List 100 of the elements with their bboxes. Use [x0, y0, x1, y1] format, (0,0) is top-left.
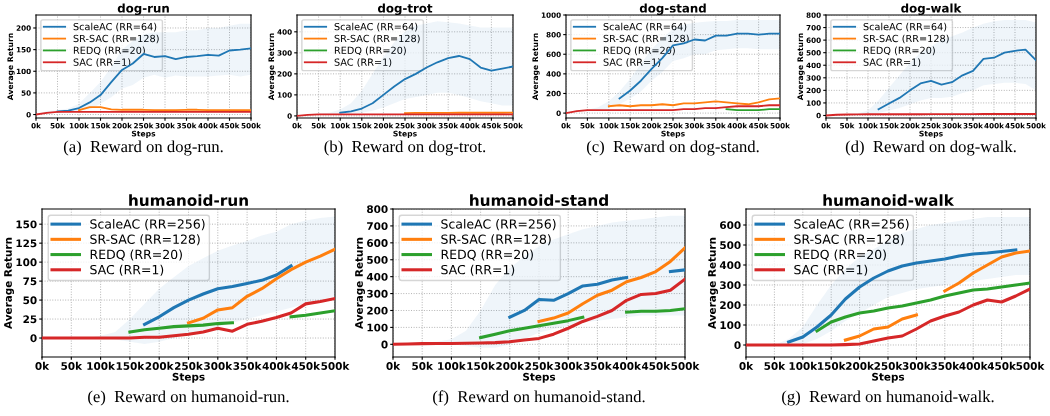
line-series — [56, 47, 251, 113]
legend-label: REDQ (RR=20) — [90, 249, 182, 261]
y-tick-label: 300 — [720, 281, 741, 290]
legend-label: ScaleAC (RR=256) — [90, 219, 205, 231]
x-tick-label: 400k — [612, 361, 642, 370]
chart-title: dog-stand — [639, 3, 706, 15]
text: (c) Reward on dog-stand. — [586, 140, 759, 156]
text: (g) Reward on humanoid-walk. — [782, 390, 994, 406]
y-tick-label: 125 — [16, 239, 37, 248]
x-tick-label: 150k — [116, 361, 145, 370]
legend-label: SR-SAC (RR=128) — [334, 34, 420, 44]
line-series — [787, 248, 1018, 344]
legend-label: SAC (RR=1) — [794, 264, 868, 276]
text: (a) Reward on dog-run. — [63, 140, 223, 156]
x-tick-label: 350k — [583, 361, 612, 370]
x-tick-label: 0k — [386, 361, 401, 370]
line-series — [42, 297, 335, 340]
line-series — [393, 277, 685, 346]
y-tick-label: 600 — [367, 239, 388, 247]
chart-title: dog-walk — [901, 3, 962, 15]
x-tick-label: 500k — [321, 361, 350, 370]
line-series — [607, 97, 780, 108]
x-tick-label: 450k — [987, 361, 1017, 370]
y-tick-label: 200 — [367, 306, 388, 315]
x-tick-label: 350k — [931, 361, 960, 370]
text: (e) Reward on humanoid-run. — [88, 390, 289, 406]
x-tick-label: 250k — [174, 361, 204, 370]
x-tick-label: 0k — [35, 361, 50, 370]
chart-title: humanoid-stand — [470, 194, 608, 207]
legend-label: SAC (RR=1) — [73, 58, 131, 67]
legend-label: SAC (RR=1) — [863, 58, 921, 67]
y-tick-label: 0 — [30, 334, 37, 343]
legend-label: SR-SAC (RR=128) — [441, 234, 551, 246]
legend-label: ScaleAC (RR=256) — [794, 219, 909, 231]
y-tick-label: 500 — [367, 255, 388, 264]
x-axis-title: Steps — [872, 372, 905, 383]
text: (d) Reward on dog-walk. — [845, 140, 1016, 156]
legend-label: ScaleAC (RR=64) — [863, 22, 947, 32]
chart-title: dog-trot — [377, 3, 433, 15]
y-tick-label: 100 — [367, 323, 388, 332]
legend-label: REDQ (RR=20) — [863, 46, 935, 56]
legend-label: ScaleAC (RR=64) — [603, 22, 687, 32]
y-tick-label: 300 — [367, 289, 388, 298]
y-tick-label: 400 — [719, 261, 741, 270]
x-tick-label: 400k — [262, 361, 291, 370]
legend-label: SR-SAC (RR=128) — [73, 34, 159, 44]
x-tick-label: 50k — [764, 361, 786, 370]
x-tick-label: 50k — [412, 361, 434, 370]
y-tick-label: 0 — [734, 341, 741, 350]
y-tick-label: 100 — [16, 258, 37, 267]
x-tick-label: 450k — [291, 361, 321, 370]
x-tick-label: 200k — [496, 361, 525, 370]
x-tick-label: 200k — [846, 361, 875, 370]
x-tick-label: 350k — [233, 361, 262, 370]
x-tick-label: 100k — [789, 361, 818, 370]
legend-label: ScaleAC (RR=64) — [73, 22, 157, 32]
x-tick-label: 500k — [671, 361, 700, 370]
y-tick-label: 600 — [720, 221, 741, 230]
x-tick-label: 100k — [438, 361, 466, 370]
x-tick-label: 100k — [87, 361, 116, 370]
chart-title: humanoid-run — [129, 194, 248, 207]
x-tick-label: 250k — [525, 361, 554, 370]
y-axis-title: Average Return — [4, 237, 15, 329]
legend-label: SR-SAC (RR=128) — [90, 234, 200, 246]
x-tick-label: 250k — [874, 361, 903, 370]
line-series — [186, 247, 335, 325]
y-tick-label: 200 — [720, 301, 741, 310]
y-tick-label: 800 — [367, 205, 388, 214]
x-tick-label: 500k — [1016, 361, 1045, 370]
legend-label: REDQ (RR=20) — [73, 46, 145, 56]
text: (f) Reward on humanoid-stand. — [433, 390, 645, 406]
y-tick-label: 700 — [367, 222, 388, 231]
legend-label: REDQ (RR=20) — [334, 46, 406, 56]
x-axis-title: Steps — [523, 372, 556, 383]
x-tick-label: 450k — [641, 361, 671, 370]
x-tick-label: 300k — [554, 361, 583, 370]
legend-label: SR-SAC (RR=128) — [603, 34, 689, 44]
y-axis-title: Average Return — [355, 237, 366, 329]
legend-label: SR-SAC (RR=128) — [863, 34, 949, 44]
y-axis-title: Average Return — [708, 237, 719, 329]
x-tick-label: 300k — [204, 361, 233, 370]
legend-label: SAC (RR=1) — [441, 264, 515, 276]
legend-label: ScaleAC (RR=256) — [441, 219, 556, 231]
y-tick-label: 25 — [23, 315, 37, 324]
y-tick-label: 0 — [381, 340, 388, 349]
y-tick-label: 50 — [23, 296, 37, 305]
line-series — [746, 287, 1030, 347]
chart-title: dog-run — [117, 3, 169, 15]
x-tick-label: 300k — [902, 361, 931, 370]
line-series — [537, 246, 685, 324]
x-tick-label: 200k — [145, 361, 174, 370]
legend-label: ScaleAC (RR=64) — [334, 22, 418, 32]
y-tick-label: 500 — [720, 241, 741, 250]
x-tick-label: 0k — [739, 361, 754, 370]
chart-title: humanoid-walk — [823, 194, 955, 207]
legend-label: REDQ (RR=20) — [441, 249, 533, 261]
legend-label: SAC (RR=1) — [90, 264, 164, 276]
y-tick-label: 150 — [16, 220, 37, 229]
x-tick-label: 50k — [61, 361, 83, 370]
legend-label: REDQ (RR=20) — [794, 249, 886, 261]
